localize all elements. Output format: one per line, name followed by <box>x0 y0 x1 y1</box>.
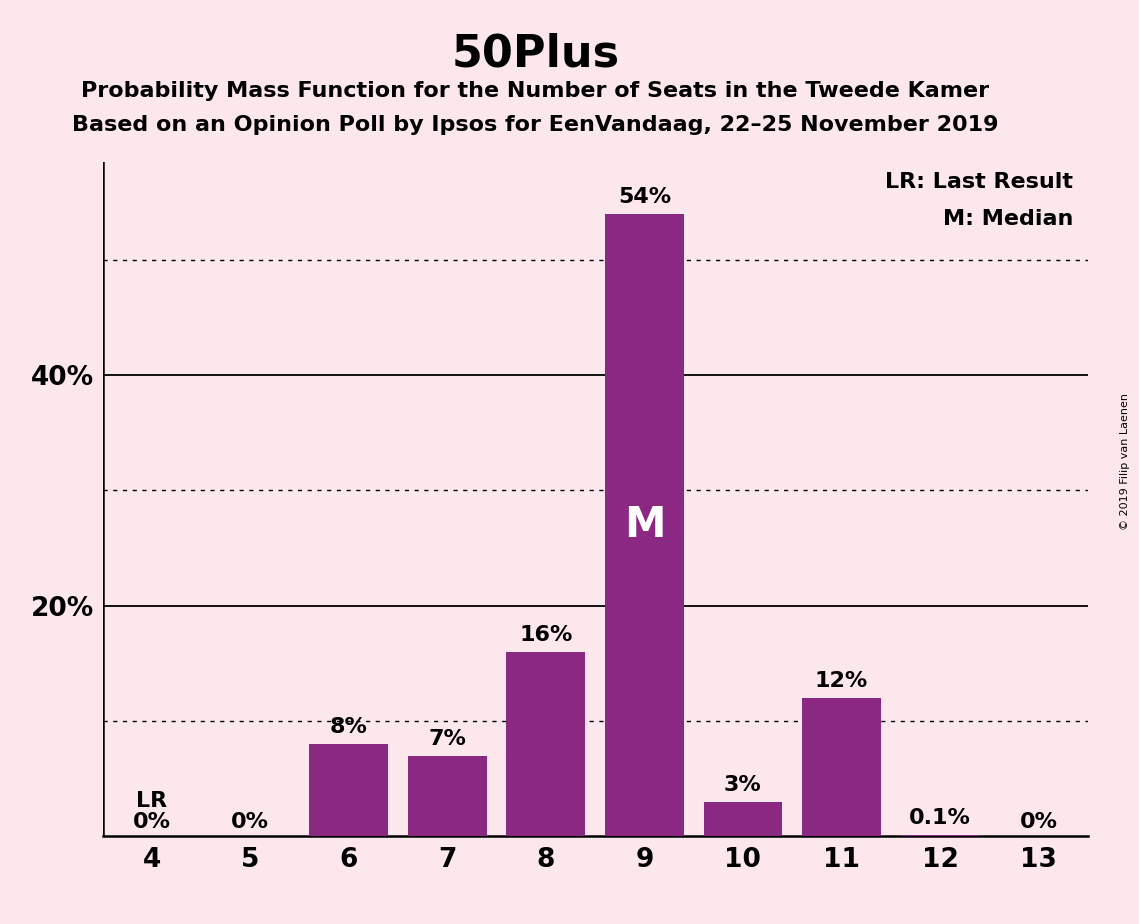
Text: 50Plus: 50Plus <box>451 32 620 76</box>
Text: 54%: 54% <box>617 187 671 207</box>
Text: Based on an Opinion Poll by Ipsos for EenVandaag, 22–25 November 2019: Based on an Opinion Poll by Ipsos for Ee… <box>72 115 999 135</box>
Bar <box>802 698 880 836</box>
Text: 8%: 8% <box>330 717 368 737</box>
Text: LR: Last Result: LR: Last Result <box>885 172 1073 192</box>
Text: 0%: 0% <box>231 811 269 832</box>
Text: M: M <box>624 504 665 546</box>
Text: 16%: 16% <box>519 625 573 645</box>
Text: © 2019 Filip van Laenen: © 2019 Filip van Laenen <box>1120 394 1130 530</box>
Text: M: Median: M: Median <box>943 209 1073 229</box>
Bar <box>408 756 486 836</box>
Text: 0%: 0% <box>133 811 171 832</box>
Text: Probability Mass Function for the Number of Seats in the Tweede Kamer: Probability Mass Function for the Number… <box>81 81 990 102</box>
Text: 0.1%: 0.1% <box>909 808 970 828</box>
Bar <box>704 802 782 836</box>
Text: 0%: 0% <box>1019 811 1057 832</box>
Text: 12%: 12% <box>814 671 868 691</box>
Bar <box>605 213 683 836</box>
Text: 7%: 7% <box>428 729 466 748</box>
Bar <box>310 744 388 836</box>
Text: 3%: 3% <box>724 774 762 795</box>
Bar <box>901 835 980 836</box>
Text: LR: LR <box>137 791 167 811</box>
Bar <box>507 651 585 836</box>
